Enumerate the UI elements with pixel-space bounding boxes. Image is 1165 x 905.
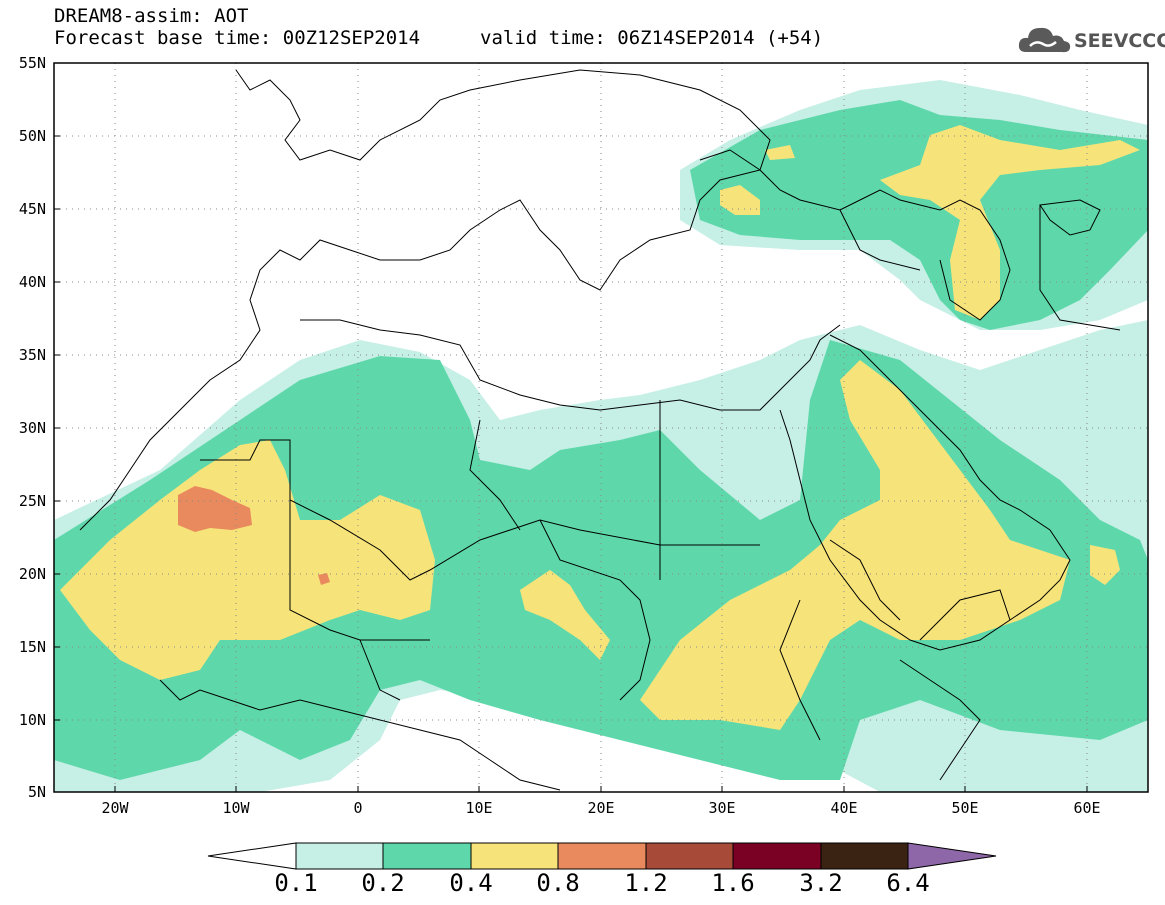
valid-time: valid time: 06Z14SEP2014 (+54) [480,27,824,49]
colorbar-label-0.2: 0.2 [361,869,405,897]
lat-label-55n: 55N [18,54,46,72]
aot-contours [54,80,1148,792]
aot-band-0.8 [178,486,252,532]
lon-label-20e: 20E [587,799,615,817]
lon-label-40e: 40E [830,799,858,817]
lat-label-5n: 5N [27,783,46,801]
lon-label-10w: 10W [222,799,250,817]
aot-band-0.8-small [318,573,330,585]
aot-band-0.4-west [60,440,435,680]
lon-label-50e: 50E [951,799,979,817]
lat-label-30n: 30N [18,419,46,437]
aot-band-0.4-blacksea [720,185,760,215]
aot-band-0.4-arabian [1090,545,1120,585]
colorbar-label-3.2: 3.2 [799,869,843,897]
aot-band-0.4-caspian [880,125,1140,320]
coastlines [79,69,1121,791]
colorbar-label-0.4: 0.4 [449,869,493,897]
aot-band-0.4-central [520,570,610,660]
lon-label-30e: 30E [708,799,736,817]
forecast-base-time: Forecast base time: 00Z12SEP2014 [54,27,421,49]
lat-label-45n: 45N [18,200,46,218]
lat-label-20n: 20N [18,565,46,583]
axis-ticks [54,62,1088,793]
map-title: DREAM8-assim: AOT [54,5,249,27]
lat-label-15n: 15N [18,638,46,656]
lon-label-20w: 20W [101,799,129,817]
logo-text: SEEVCCC [1074,30,1165,52]
lon-label-0: 0 [353,799,363,817]
cloud-icon [1018,27,1071,53]
colorbar-label-1.2: 1.2 [624,869,668,897]
colorbar-label-1.6: 1.6 [711,869,755,897]
seevccc-logo: SEEVCCC [1016,22,1165,58]
aot-band-0.4-east [640,360,1070,730]
lat-label-40n: 40N [18,273,46,291]
lat-label-25n: 25N [18,492,46,510]
lat-label-10n: 10N [18,711,46,729]
colorbar-label-0.1: 0.1 [274,869,318,897]
lon-label-60e: 60E [1073,799,1101,817]
aot-band-0.4-ukraine [765,145,795,160]
colorbar-label-0.8: 0.8 [536,869,580,897]
colorbar-label-6.4: 6.4 [886,869,930,897]
lat-label-50n: 50N [18,127,46,145]
lon-label-10e: 10E [465,799,493,817]
lat-label-35n: 35N [18,346,46,364]
